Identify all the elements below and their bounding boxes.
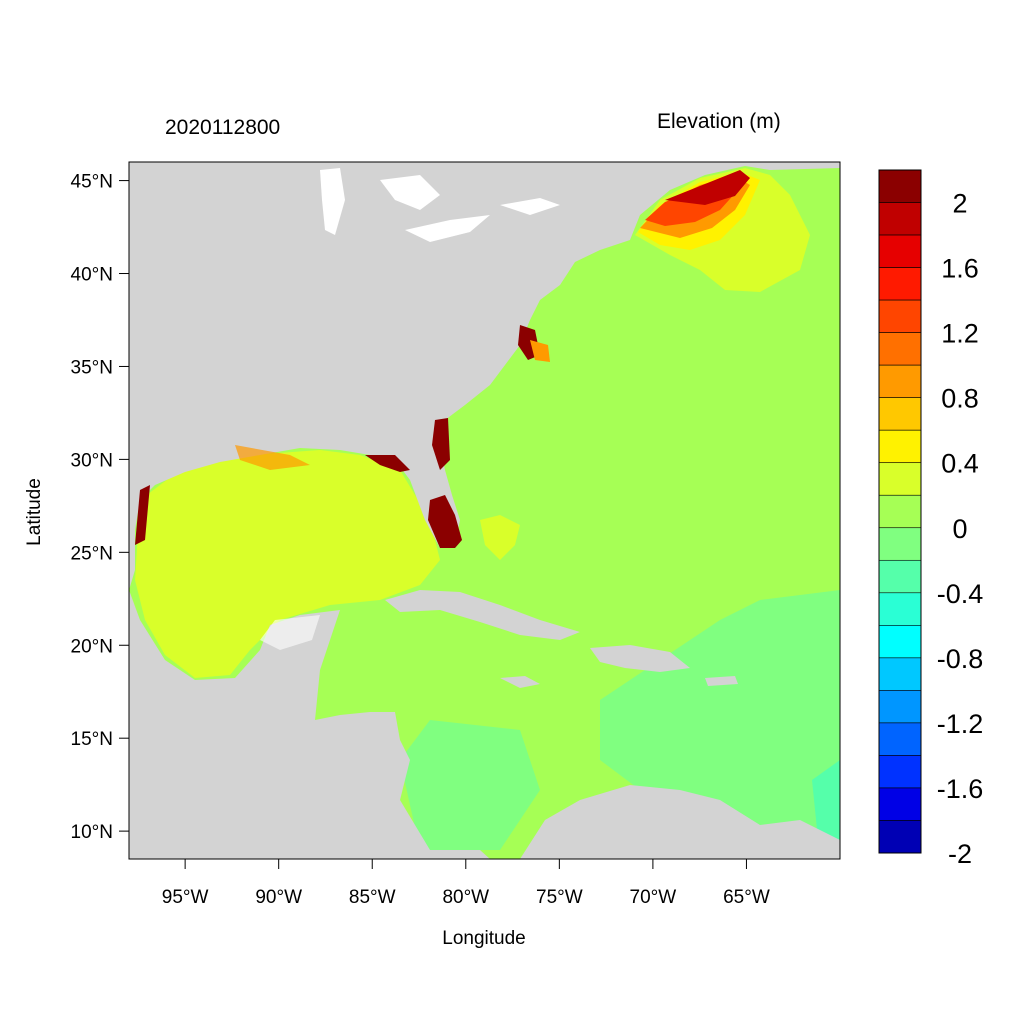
colorbar-swatch — [878, 332, 922, 366]
lon-tick-label: 70°W — [630, 887, 677, 908]
southwest-caribbean-band — [400, 720, 540, 850]
colorbar-swatch — [878, 202, 922, 236]
texas-coast-surge — [135, 485, 150, 545]
colorbar-label: -2 — [948, 839, 972, 869]
louisiana-surge — [235, 445, 310, 470]
lat-tick-label: 35°N — [71, 357, 113, 378]
lat-tick-label: 25°N — [71, 543, 113, 564]
colorbar-swatch — [878, 690, 922, 724]
map-frame — [128, 161, 841, 860]
colorbar-frame — [878, 169, 922, 854]
colorbar-swatch — [878, 787, 922, 821]
colorbar-label: -1.6 — [937, 774, 984, 804]
lat-tick-label: 20°N — [71, 636, 113, 657]
lat-tick-label: 10°N — [71, 822, 113, 843]
lake-ontario — [500, 198, 560, 215]
hispaniola — [590, 645, 690, 672]
lon-tick-label: 90°W — [255, 887, 302, 908]
colorbar-swatch — [878, 462, 922, 496]
jamaica — [500, 676, 540, 688]
lake-erie — [405, 215, 490, 242]
puerto-rico — [705, 676, 738, 686]
yucatan-shelf — [260, 615, 320, 650]
central-america-land — [129, 590, 490, 859]
colorbar-label: 2 — [952, 189, 967, 219]
colorbar-label: 0.4 — [941, 449, 979, 479]
colorbar-swatch — [878, 755, 922, 789]
cuba — [385, 590, 580, 640]
lat-tick-label: 40°N — [71, 265, 113, 286]
florida-surge — [428, 495, 462, 548]
bahamas-shelf — [480, 515, 520, 560]
colorbar-swatch — [878, 397, 922, 431]
colorbar-swatch — [878, 267, 922, 301]
colorbar-swatch — [878, 820, 922, 854]
georgia-coast-surge — [432, 418, 450, 470]
lake-huron — [380, 175, 440, 210]
gulf-of-maine-20 — [665, 170, 750, 205]
map-panel: 95°W 90°W 85°W 80°W 75°W 70°W 65°W 45°N 40°N 35°… — [71, 161, 841, 908]
colorbar-swatch — [878, 234, 922, 268]
south-america-land — [520, 785, 840, 859]
colorbar-swatch — [878, 494, 922, 529]
colorbar-swatch — [878, 429, 922, 464]
colorbar-label: -1.2 — [937, 709, 984, 739]
colorbar-swatch — [878, 592, 922, 626]
lon-tick-label: 80°W — [442, 887, 489, 908]
y-axis-label: Latitude — [24, 478, 45, 546]
colorbar-swatch — [878, 364, 922, 398]
colorbar-label: -0.4 — [937, 579, 984, 609]
north-america-land — [129, 162, 840, 590]
colorbar-swatch — [878, 169, 922, 203]
lon-tick-label: 75°W — [536, 887, 583, 908]
colorbar-label: 1.2 — [941, 319, 979, 349]
lon-tick-label: 65°W — [723, 887, 770, 908]
lon-tick-label: 85°W — [349, 887, 396, 908]
lon-tick-label: 95°W — [162, 887, 209, 908]
lat-tick-label: 15°N — [71, 729, 113, 750]
colorbar-title: Elevation (m) — [657, 110, 781, 133]
colorbar-label: 0 — [952, 514, 967, 544]
longitude-ticks: 95°W 90°W 85°W 80°W 75°W 70°W 65°W — [162, 859, 770, 908]
colorbar-swatch — [878, 559, 922, 594]
date-label: 2020112800 — [165, 116, 280, 139]
gulf-of-mexico — [135, 450, 440, 678]
lat-tick-label: 30°N — [71, 450, 113, 471]
latitude-ticks: 45°N 40°N 35°N 30°N 25°N 20°N 15°N 10°N — [71, 172, 129, 843]
colorbar: 2 1.6 1.2 0.8 0.4 0 -0.4 -0.8 -1.2 -1.6 -2 — [878, 169, 984, 869]
colorbar-label: 1.6 — [941, 254, 979, 284]
colorbar-swatch — [878, 657, 922, 691]
lat-tick-label: 45°N — [71, 172, 113, 193]
x-axis-label: Longitude — [442, 928, 525, 949]
lake-michigan — [320, 168, 345, 235]
colorbar-label: -0.8 — [937, 644, 984, 674]
colorbar-swatch — [878, 722, 922, 756]
pamlico-sound — [530, 340, 550, 362]
colorbar-swatch — [878, 527, 922, 561]
colorbar-swatch — [878, 299, 922, 333]
big-bend-surge — [365, 455, 410, 472]
colorbar-label: 0.8 — [941, 384, 979, 414]
colorbar-swatch — [878, 625, 922, 659]
